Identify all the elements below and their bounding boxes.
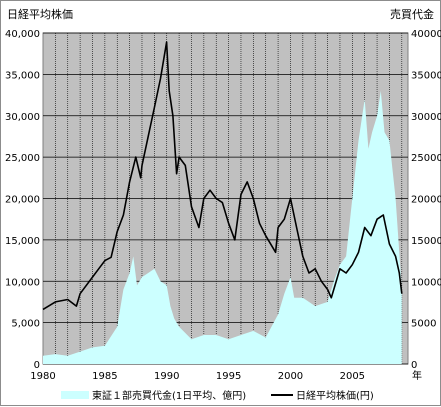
y-right-tick-label: 20000 bbox=[411, 195, 441, 206]
y-left-tick-label: 0 bbox=[34, 360, 40, 371]
right-axis-label: 売買代金 bbox=[390, 7, 434, 21]
legend-line-swatch bbox=[271, 393, 293, 396]
y-left-tick-label: 15,000 bbox=[5, 236, 40, 247]
y-right-tick-label: 40000 bbox=[411, 29, 441, 40]
line-series-layer bbox=[42, 41, 403, 311]
y-left-tick-label: 40,000 bbox=[5, 29, 40, 40]
legend-area-label: 東証１部売買代金(1日平均、億円) bbox=[92, 391, 247, 402]
legend-area-swatch bbox=[61, 390, 89, 399]
legend-line-entry: 日経平均株価(円) bbox=[271, 387, 374, 402]
legend-line-label: 日経平均株価(円) bbox=[296, 391, 374, 402]
axis-layer: 0 0 5,000 5000 10,000 10000 15,000 15000 20,000 2… bbox=[5, 29, 441, 382]
area-series-layer bbox=[43, 90, 402, 365]
legend-area-entry: 東証１部売買代金(1日平均、億円) bbox=[61, 387, 246, 402]
y-right-tick-label: 0 bbox=[411, 360, 417, 371]
x-tick-label: 1990 bbox=[154, 371, 179, 382]
y-left-tick-label: 35,000 bbox=[5, 70, 40, 81]
y-left-tick-label: 25,000 bbox=[5, 153, 40, 164]
y-right-tick-label: 30000 bbox=[411, 112, 441, 123]
x-tick-label: 2005 bbox=[340, 371, 365, 382]
y-left-tick-label: 30,000 bbox=[5, 112, 40, 123]
x-axis-label: 年 bbox=[412, 369, 422, 382]
x-tick-label: 1985 bbox=[92, 371, 117, 382]
x-tick-label: 1995 bbox=[216, 371, 241, 382]
x-tick-label: 2000 bbox=[278, 371, 303, 382]
x-tick-label: 1980 bbox=[30, 371, 55, 382]
y-right-tick-label: 15000 bbox=[411, 236, 441, 247]
y-right-tick-label: 10000 bbox=[411, 277, 441, 288]
y-left-tick-label: 20,000 bbox=[5, 195, 40, 206]
nikkei-line bbox=[42, 41, 403, 311]
left-axis-label: 日経平均株価 bbox=[7, 7, 73, 21]
y-left-tick-label: 10,000 bbox=[5, 277, 40, 288]
y-right-tick-label: 35000 bbox=[411, 70, 441, 81]
volume-area bbox=[43, 90, 402, 365]
y-right-tick-label: 5000 bbox=[411, 319, 436, 330]
y-right-tick-label: 25000 bbox=[411, 153, 441, 164]
y-left-tick-label: 5,000 bbox=[11, 319, 40, 330]
